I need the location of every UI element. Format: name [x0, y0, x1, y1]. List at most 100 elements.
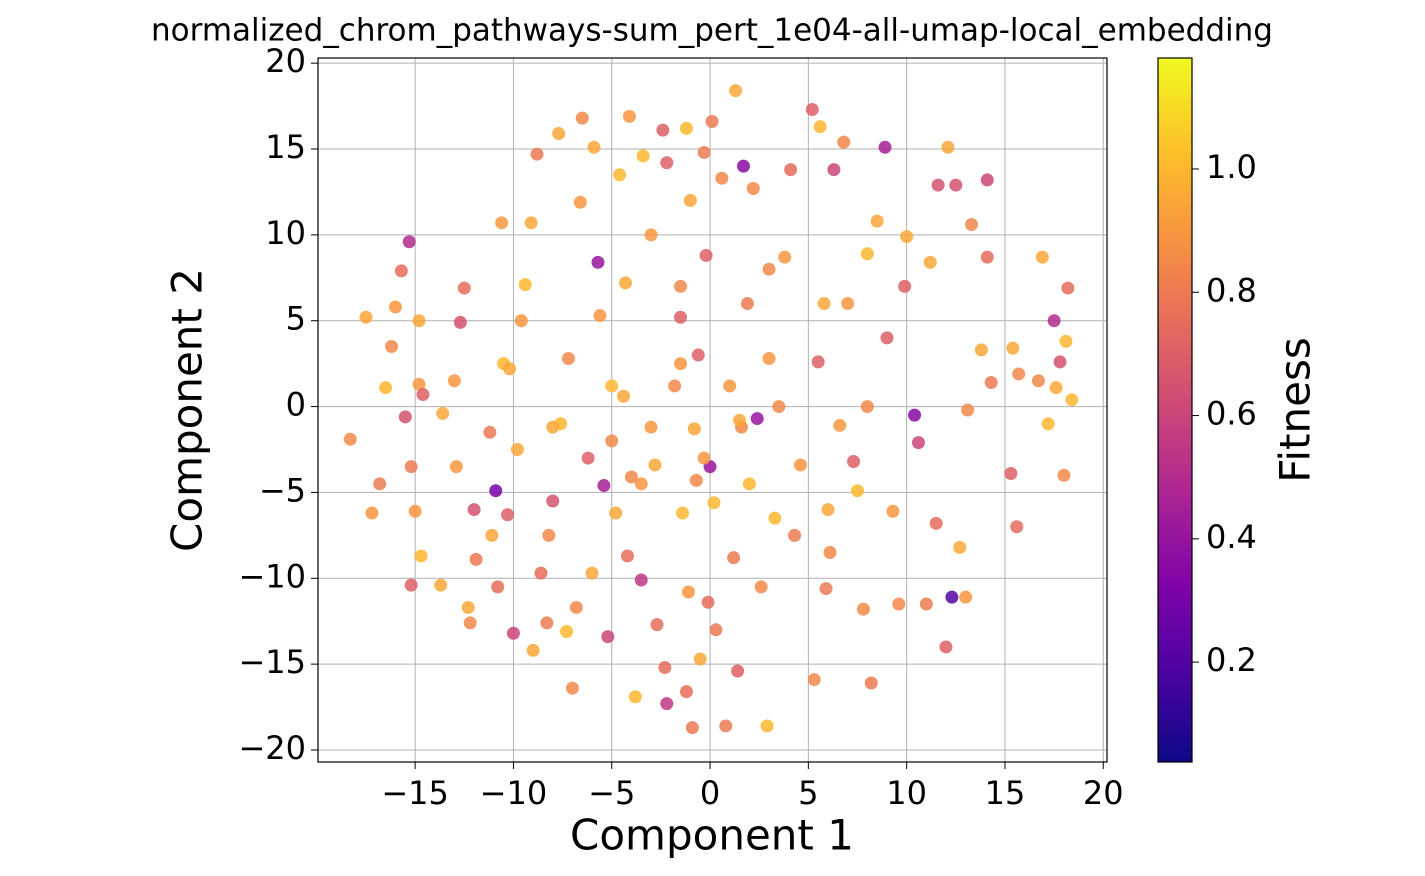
point	[762, 262, 776, 276]
point	[613, 168, 627, 182]
plot-frame	[317, 57, 1108, 763]
point	[449, 460, 463, 474]
point	[587, 140, 601, 154]
point	[762, 351, 776, 365]
y-tick-label: 5	[286, 300, 306, 338]
point	[793, 458, 807, 472]
point	[980, 173, 994, 187]
point	[837, 135, 851, 149]
point	[622, 109, 636, 123]
point	[674, 310, 688, 324]
point	[707, 496, 721, 510]
point	[860, 247, 874, 261]
point	[821, 503, 835, 517]
point	[851, 484, 865, 498]
point	[731, 664, 745, 678]
point	[719, 719, 733, 733]
point	[727, 551, 741, 565]
point	[414, 549, 428, 563]
point	[648, 458, 662, 472]
point	[750, 412, 764, 426]
point	[923, 255, 937, 269]
point	[502, 362, 516, 376]
x-tick-label: 5	[798, 774, 818, 812]
point	[984, 376, 998, 390]
y-tick-label: 15	[265, 128, 306, 166]
point	[412, 377, 426, 391]
point	[683, 194, 697, 208]
point	[1031, 374, 1045, 388]
chart-title: normalized_chrom_pathways-sum_pert_1e04-…	[151, 13, 1273, 49]
y-tick-label: −20	[238, 729, 306, 767]
point	[949, 178, 963, 192]
point	[394, 264, 408, 278]
point	[660, 697, 674, 711]
point	[729, 84, 743, 98]
point	[878, 140, 892, 154]
point	[467, 503, 481, 517]
point	[398, 410, 412, 424]
point	[693, 652, 707, 666]
point	[575, 111, 589, 125]
point	[617, 389, 631, 403]
point	[388, 300, 402, 314]
point	[489, 484, 503, 498]
point	[1010, 520, 1024, 534]
point	[941, 140, 955, 154]
point	[805, 103, 819, 117]
colorbar-label: Fitness	[1271, 337, 1320, 482]
point	[457, 281, 471, 295]
point	[900, 230, 914, 244]
x-tick-label: 20	[1083, 774, 1124, 812]
point	[585, 566, 599, 580]
point	[931, 178, 945, 192]
point	[495, 216, 509, 230]
point	[740, 297, 754, 311]
point	[540, 616, 554, 630]
point	[434, 578, 448, 592]
point	[864, 676, 878, 690]
point	[1059, 334, 1073, 348]
y-tick-label: 20	[265, 42, 306, 80]
y-tick-label: −5	[259, 471, 306, 509]
point	[573, 195, 587, 209]
point	[436, 406, 450, 420]
point	[542, 528, 556, 542]
point	[679, 121, 693, 135]
point	[856, 602, 870, 616]
point	[1049, 381, 1063, 395]
point	[681, 585, 695, 599]
x-tick-label: 0	[700, 774, 720, 812]
point	[807, 673, 821, 687]
point	[1053, 355, 1067, 369]
point	[385, 339, 399, 353]
point	[597, 479, 611, 493]
point	[658, 661, 672, 675]
point	[965, 218, 979, 232]
point	[860, 400, 874, 414]
point	[412, 314, 426, 328]
point	[501, 508, 515, 522]
point	[811, 355, 825, 369]
point	[618, 276, 632, 290]
point	[709, 623, 723, 637]
point	[701, 595, 715, 609]
point	[687, 422, 701, 436]
point	[1006, 341, 1020, 355]
point	[634, 573, 648, 587]
point	[919, 597, 933, 611]
point	[1012, 367, 1026, 381]
point	[379, 381, 393, 395]
point	[546, 494, 560, 508]
colorbar-tick-label: 0.4	[1206, 518, 1257, 556]
point	[953, 540, 967, 554]
point	[833, 418, 847, 432]
point	[689, 473, 703, 487]
point	[365, 506, 379, 520]
colorbar-tick-label: 0.8	[1206, 271, 1257, 309]
point	[560, 625, 574, 639]
point	[1047, 314, 1061, 328]
y-axis-label: Component 2	[163, 268, 212, 552]
point	[402, 235, 416, 249]
point	[827, 163, 841, 177]
